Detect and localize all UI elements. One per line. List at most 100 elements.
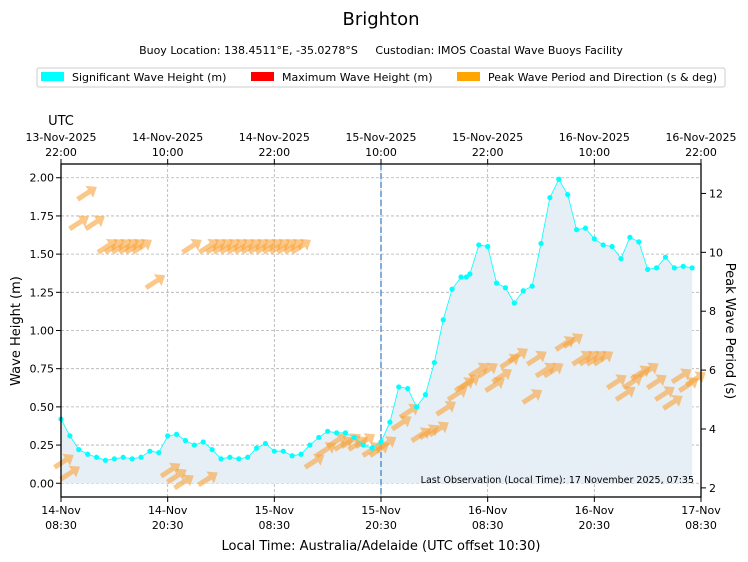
y2-tick-label: 2 [709,482,716,495]
x-tick-label-time: 08:30 [472,519,504,532]
y2-tick-label: 10 [709,246,723,259]
period-direction-arrow [159,462,181,479]
y2-tick-label: 6 [709,364,716,377]
top-axis-label: UTC [48,114,74,129]
wave-height-point [342,430,349,436]
y2-tick-label: 12 [709,187,723,200]
wave-height-point [378,439,384,445]
x-tick-label-time: 08:30 [685,519,717,532]
wave-height-point [493,280,500,286]
wave-height-point [440,317,446,323]
y-tick-label: 1.75 [30,210,55,223]
wave-height-point [191,442,197,448]
period-direction-arrow [446,386,468,402]
wave-height-point [387,419,393,425]
legend-swatch-significant [41,72,64,81]
period-direction-arrow [606,374,627,390]
period-direction-arrow [84,215,105,231]
wave-height-point [236,456,242,462]
top-tick-label-date: 14-Nov-2025 [132,131,203,144]
wave-height-point [467,271,473,277]
wave-height-point [502,285,509,291]
y-tick-label: 0.50 [30,401,55,414]
wave-height-point [689,265,695,271]
wave-height-point [422,392,429,398]
x-axis-label: Local Time: Australia/Adelaide (UTC offs… [222,539,541,554]
period-direction-arrow [526,350,547,367]
wave-height-point [396,384,402,390]
wave-height-point [449,286,455,292]
period-direction-arrow [173,474,194,491]
period-direction-arrow [219,238,240,255]
x-tick-label-date: 17-Nov [681,504,721,517]
period-direction-arrow [521,389,543,405]
wave-height-point [680,263,686,269]
x-tick-label-date: 14-Nov [148,504,188,517]
period-direction-arrow [124,238,145,255]
wave-height-point [316,434,322,441]
period-direction-arrow [240,238,262,255]
legend-frame [36,67,726,88]
period-direction-arrow [166,468,187,485]
y-tick-label: 0.25 [30,439,55,452]
period-direction-arrow [276,238,297,255]
wave-height-point [218,456,224,462]
period-direction-arrow [622,374,643,390]
chart-title: Brighton [342,9,419,30]
wave-height-point [591,236,597,242]
wave-height-point [333,430,340,436]
top-tick-label-date: 14-Nov-2025 [239,131,310,144]
period-direction-arrow [435,400,456,417]
period-direction-arrow [269,238,290,255]
wave-height-point [538,240,544,247]
wave-height-point [156,450,162,456]
y-tick-label: 1.25 [30,286,55,299]
wave-height-point [182,437,189,444]
wave-height-point [556,176,562,182]
top-tick-label-date: 16-Nov-2025 [559,131,630,144]
period-direction-arrow [131,238,152,255]
period-direction-arrow [670,368,692,385]
period-direction-arrow [646,374,667,390]
wave-height-point [485,243,491,250]
wave-height-point [147,448,153,454]
y-tick-label: 0.75 [30,363,55,376]
right-axis-ticks: 2 4 6 8 10 12 [701,187,723,495]
top-tick-label-time: 10:00 [365,146,397,159]
wave-height-point [289,453,295,459]
wave-height-point [458,274,464,280]
wave-height-point [511,300,517,306]
wave-height-point [307,442,313,448]
period-direction-arrow [484,377,505,393]
top-axis-ticks: 13-Nov-2025 22:00 14-Nov-2025 10:00 14-Nov-2… [25,131,737,164]
x-tick-label-date: 15-Nov [361,504,401,517]
wave-height-point [67,433,73,439]
y2-axis-label: Peak Wave Period (s) [722,263,737,399]
period-direction-arrow [459,374,480,390]
bottom-axis-ticks: 14-Nov 08:30 14-Nov 20:30 15-Nov 08:30 15-Nov 2… [41,497,721,532]
wave-height-point [209,447,215,453]
y2-tick-label: 4 [709,423,716,436]
period-direction-arrow [354,433,376,449]
x-tick-label-date: 15-Nov [255,504,295,517]
period-direction-arrow [491,368,512,385]
period-direction-arrow [197,471,218,488]
wave-height-point [102,457,109,463]
period-direction-arrow [233,238,255,255]
wave-height-area [61,179,693,484]
wave-height-point [120,454,126,460]
period-direction-arrow [578,350,600,367]
wave-height-point [627,234,633,240]
y-tick-label: 0.00 [30,477,55,490]
wave-height-point [431,359,437,366]
period-direction-arrow [662,394,683,411]
chart-subtitle: Buoy Location: 138.4511°E, -35.0278°S Cu… [139,44,623,57]
wave-height-point [600,242,606,248]
wave-height-point [547,195,553,201]
wave-height-point [636,239,642,245]
period-direction-arrow [303,453,325,470]
wave-height-point [271,448,277,454]
wave-height-point [253,445,260,451]
period-direction-arrow [375,436,397,452]
